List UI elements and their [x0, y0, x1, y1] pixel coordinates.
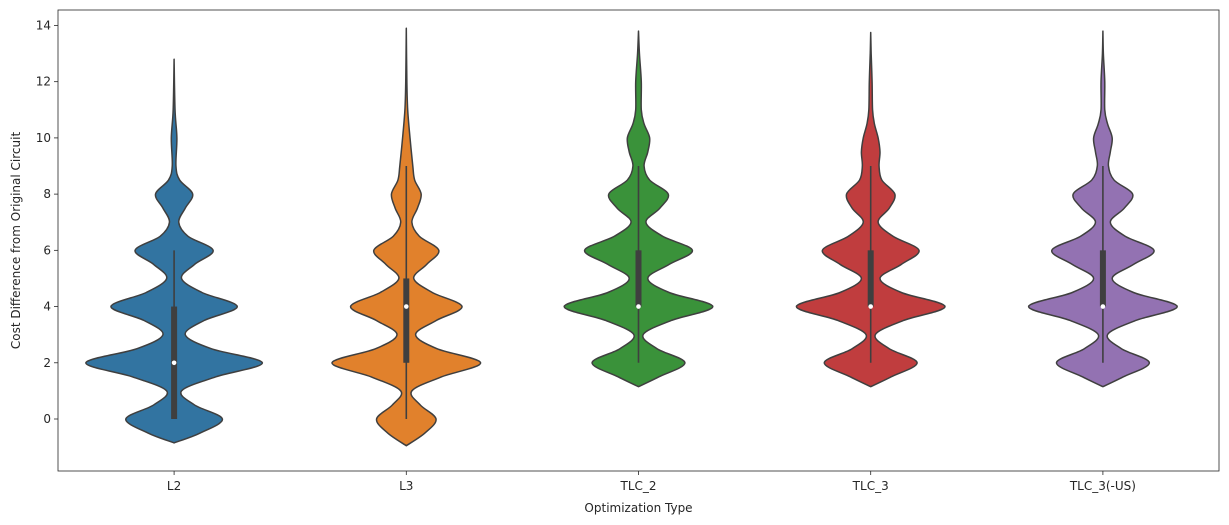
- iqr-box-TLC_2: [635, 250, 642, 307]
- iqr-box-TLC_3: [867, 250, 874, 307]
- y-tick-label: 6: [43, 243, 51, 257]
- inner-boxes: [171, 166, 1106, 419]
- y-tick-label: 10: [36, 131, 51, 145]
- median-point-TLC_3: [868, 304, 873, 309]
- y-tick-label: 2: [43, 356, 51, 370]
- x-axis-ticks: L2 L3 TLC_2 TLC_3 TLC_3(-US): [167, 471, 1136, 493]
- median-point-TLC_2: [636, 304, 641, 309]
- x-tick-label-TLC_2: TLC_2: [619, 479, 656, 493]
- x-tick-label-TLC_3(-US): TLC_3(-US): [1069, 479, 1136, 493]
- median-point-L3: [404, 304, 409, 309]
- iqr-box-L3: [403, 278, 410, 363]
- y-tick-label: 0: [43, 412, 51, 426]
- x-tick-label-L2: L2: [167, 479, 181, 493]
- y-tick-label: 8: [43, 187, 51, 201]
- x-axis-label: Optimization Type: [584, 501, 692, 515]
- median-point-TLC_3(-US): [1100, 304, 1106, 309]
- y-tick-label: 12: [36, 75, 51, 89]
- y-tick-label: 14: [36, 18, 51, 32]
- iqr-box-TLC_3(-US): [1099, 250, 1106, 307]
- x-tick-label-L3: L3: [399, 479, 413, 493]
- median-point-L2: [171, 360, 177, 366]
- violins: [85, 27, 1178, 447]
- x-tick-label-TLC_3: TLC_3: [852, 479, 889, 493]
- y-axis-label: Cost Difference from Original Circuit: [9, 132, 23, 350]
- y-tick-label: 4: [43, 300, 51, 314]
- y-axis-ticks: 0 2 4 6 8 10 12 14: [36, 18, 58, 426]
